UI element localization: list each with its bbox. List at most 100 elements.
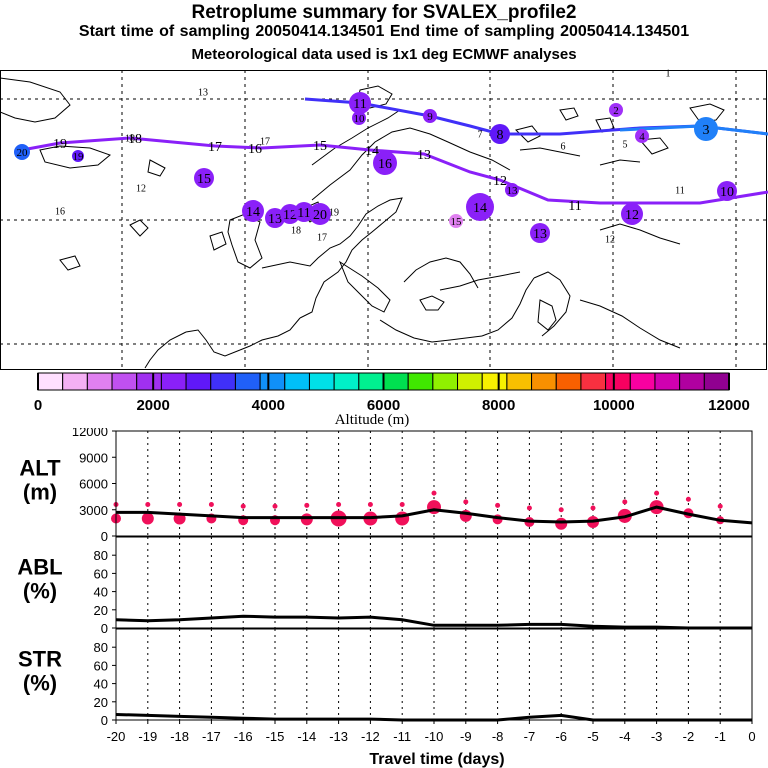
trajectory-cluster-marker — [466, 193, 494, 221]
cluster-day-label: 13 — [533, 227, 547, 242]
colorbar-swatch — [62, 372, 88, 391]
coastline — [311, 127, 511, 201]
altitude-cluster-dot — [208, 502, 214, 507]
x-tick-label: -18 — [170, 729, 189, 744]
altitude-cluster-dot — [654, 490, 660, 496]
colorbar-swatch — [432, 372, 459, 391]
cluster-day-label: 15 — [451, 216, 463, 228]
x-axis-title: Travel time (days) — [369, 751, 504, 768]
colorbar-swatch — [358, 372, 385, 391]
coastline — [239, 317, 301, 351]
cluster-day-label: 12 — [136, 184, 146, 195]
x-tick-label: -12 — [361, 729, 380, 744]
coastline — [379, 319, 483, 343]
cluster-day-label: 11 — [297, 206, 310, 221]
trajectory-day-label: 16 — [248, 142, 262, 157]
met-data-note: Meteorological data used is 1x1 deg ECMW… — [191, 46, 577, 63]
colorbar-swatch — [531, 372, 557, 391]
trajectory-cluster-marker — [72, 150, 84, 162]
colorbar-swatch — [457, 372, 483, 391]
coastline — [537, 299, 557, 331]
panel-frame — [115, 536, 753, 629]
cluster-day-label: 19 — [329, 208, 339, 219]
colorbar-swatch — [160, 372, 187, 391]
colorbar-swatch — [481, 372, 508, 391]
altitude-cluster-dot — [555, 517, 568, 530]
coastline — [261, 197, 403, 319]
colorbar-swatch — [703, 372, 730, 391]
colorbar-swatch — [234, 372, 261, 391]
cluster-day-label: 1 — [666, 69, 671, 80]
trajectory-cluster-marker — [490, 124, 510, 144]
altitude-cluster-dot — [145, 502, 151, 507]
x-tick-label: -11 — [393, 729, 411, 744]
panel-y-label: (%) — [23, 579, 57, 604]
colorbar-swatch — [629, 372, 656, 391]
coastline — [439, 271, 521, 291]
trajectory-cluster-marker — [373, 151, 397, 175]
trajectory-cluster-marker — [621, 203, 643, 225]
y-tick-label: 0 — [101, 529, 108, 544]
colorbar-swatch — [333, 372, 360, 391]
y-tick-label: 0 — [101, 713, 108, 728]
x-tick-label: -1 — [714, 729, 726, 744]
cluster-day-label: 11 — [353, 97, 366, 112]
colorbar-swatch — [506, 372, 533, 391]
cluster-day-label: 8 — [497, 128, 504, 143]
trajectory-cluster-marker — [349, 92, 371, 114]
coastline — [599, 159, 641, 166]
y-tick-label: 3000 — [79, 503, 108, 518]
y-tick-label: 60 — [94, 566, 108, 581]
colorbar-title: Altitude (m) — [335, 412, 410, 428]
altitude-cluster-dot — [272, 503, 278, 509]
sampling-times: Start time of sampling 20050414.134501 E… — [78, 23, 690, 40]
cluster-day-label: 10 — [720, 185, 734, 200]
trajectory-cluster-marker — [265, 208, 285, 228]
trajectory-cluster-marker — [635, 129, 649, 143]
chart-title: Retroplume summary for SVALEX_profile2 — [191, 2, 577, 23]
coastline — [311, 109, 401, 166]
trajectory-day-label: 11 — [568, 199, 581, 214]
panel-y-label: ALT — [19, 456, 61, 481]
y-tick-label: 80 — [94, 548, 108, 563]
colorbar-tick-label: 8000 — [482, 397, 515, 414]
y-tick-label: 20 — [94, 603, 108, 618]
cluster-day-label: 4 — [639, 131, 645, 143]
altitude-cluster-dot — [399, 502, 405, 507]
x-tick-label: -6 — [555, 729, 567, 744]
trajectory-day-label: 15 — [313, 139, 327, 154]
coastline — [403, 257, 479, 289]
cluster-day-label: 9 — [427, 111, 433, 123]
trajectory-cluster-marker — [309, 203, 331, 225]
x-tick-label: -4 — [619, 729, 631, 744]
x-tick-label: -5 — [587, 729, 599, 744]
colorbar-tick-label: 4000 — [252, 397, 285, 414]
cluster-day-label: 17 — [260, 137, 270, 148]
cluster-day-label: 10 — [354, 113, 366, 125]
x-tick-label: -9 — [460, 729, 472, 744]
y-tick-label: 9000 — [79, 450, 108, 465]
altitude-cluster-dot — [367, 502, 373, 507]
altitude-cluster-dot — [590, 505, 596, 511]
cluster-day-label: 18 — [291, 226, 301, 237]
y-tick-label: 60 — [94, 658, 108, 673]
trajectory-cluster-marker — [694, 117, 718, 141]
series-line-alt — [116, 505, 753, 525]
y-tick-label: 0 — [101, 621, 108, 636]
coastline — [419, 295, 445, 311]
trajectory-cluster-marker — [14, 144, 30, 160]
y-tick-label: 20 — [94, 695, 108, 710]
cluster-day-label: 15 — [197, 172, 211, 187]
colorbar-swatch — [210, 372, 236, 391]
colorbar-swatch — [284, 372, 310, 391]
coastline — [144, 331, 187, 369]
y-tick-label: 80 — [94, 640, 108, 655]
panel-y-label: STR — [18, 647, 62, 672]
x-tick-label: -2 — [683, 729, 695, 744]
colorbar-swatch — [407, 372, 434, 391]
trajectory-cluster-marker — [242, 200, 264, 222]
colorbar-tick-label: 6000 — [367, 397, 400, 414]
trajectory-cluster-marker — [530, 223, 550, 243]
colorbar-swatch — [580, 372, 607, 391]
